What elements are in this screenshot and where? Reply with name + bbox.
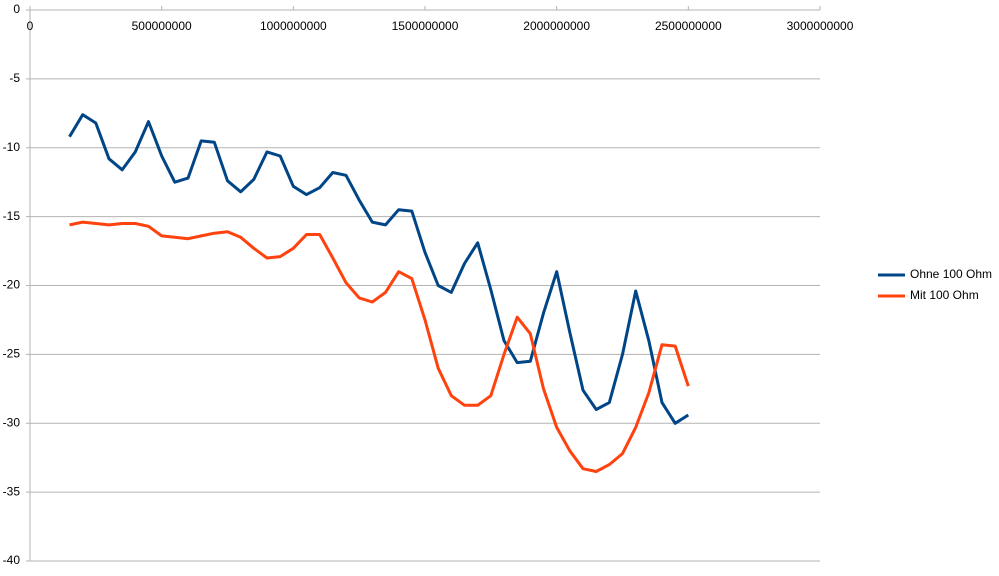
y-tick-label: -30: [3, 415, 21, 429]
y-tick-label: -10: [3, 140, 21, 154]
x-tick-label: 3000000000: [787, 19, 854, 33]
x-tick-label: 1500000000: [392, 19, 459, 33]
x-tick-label: 0: [27, 19, 34, 33]
x-tick-label: 2000000000: [523, 19, 590, 33]
data-line: [68, 113, 690, 425]
legend-label: Mit 100 Ohm: [910, 288, 979, 302]
legend-label: Ohne 100 Ohm: [910, 267, 992, 281]
y-tick-label: 0: [13, 2, 20, 16]
x-tick-label: 500000000: [132, 19, 192, 33]
data-line: [69, 220, 690, 473]
y-tick-label: -15: [3, 209, 21, 223]
y-tick-label: -20: [3, 278, 21, 292]
y-tick-label: -35: [3, 484, 21, 498]
y-tick-label: -25: [3, 347, 21, 361]
x-tick-label: 1000000000: [260, 19, 327, 33]
y-tick-label: -40: [3, 553, 21, 567]
y-tick-label: -5: [9, 71, 20, 85]
x-tick-label: 2500000000: [655, 19, 722, 33]
